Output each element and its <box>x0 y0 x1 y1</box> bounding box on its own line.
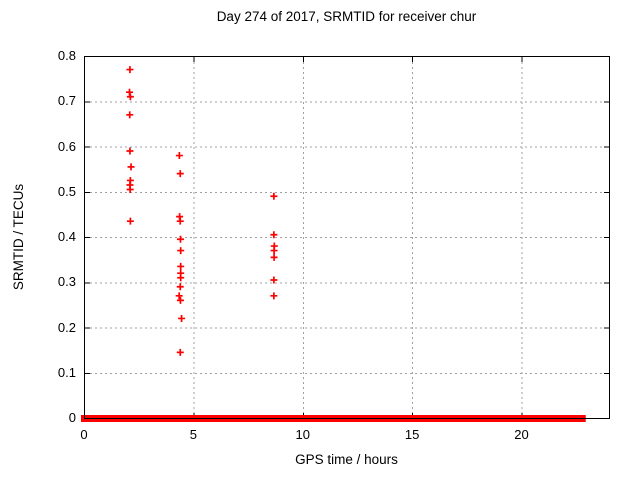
data-point-marker <box>126 185 134 193</box>
y-tick-label: 0.4 <box>57 229 76 244</box>
data-point-marker <box>176 348 184 356</box>
data-point-marker <box>127 163 135 171</box>
x-tick-label: 0 <box>80 427 88 442</box>
y-tick-label: 0.7 <box>57 93 76 109</box>
data-point-marker <box>176 217 184 225</box>
x-tick-label: 15 <box>404 427 420 442</box>
data-point-marker <box>270 253 278 261</box>
y-tick-label: 0.8 <box>57 48 76 63</box>
data-point-marker <box>270 231 278 239</box>
y-tick-label: 0.6 <box>57 138 76 154</box>
data-point-marker <box>126 111 134 119</box>
data-point-marker <box>126 93 134 101</box>
data-point-marker <box>126 88 133 96</box>
data-point-marker <box>270 247 278 255</box>
data-point-marker <box>175 292 183 300</box>
y-tick-label: 0 <box>68 410 76 425</box>
y-tick-label: 0.5 <box>57 183 76 199</box>
x-tick-label: 10 <box>295 427 310 442</box>
data-point-marker <box>270 192 278 200</box>
data-point-marker <box>270 292 278 300</box>
x-tick-label: 5 <box>189 427 197 442</box>
data-point-marker <box>176 283 184 291</box>
plot-border <box>84 56 610 419</box>
data-point-marker <box>177 262 185 270</box>
data-point-marker <box>176 296 184 304</box>
data-point-marker <box>175 152 183 160</box>
y-tick-label: 0.1 <box>57 364 76 380</box>
data-point-marker <box>270 276 278 284</box>
data-point-marker <box>177 274 185 282</box>
data-point-marker <box>176 170 184 178</box>
y-tick-label: 0.2 <box>57 319 76 335</box>
data-point-marker <box>126 217 134 225</box>
data-point-marker <box>126 66 134 74</box>
data-point-marker <box>177 247 185 255</box>
x-tick-label: 20 <box>514 427 529 442</box>
data-point-marker <box>176 235 184 243</box>
x-axis-title: GPS time / hours <box>295 452 398 467</box>
y-tick-label: 0.3 <box>57 274 76 290</box>
chart-title: Day 274 of 2017, SRMTID for receiver chu… <box>216 9 477 24</box>
data-point-marker <box>126 147 134 155</box>
data-point-marker <box>178 314 186 322</box>
